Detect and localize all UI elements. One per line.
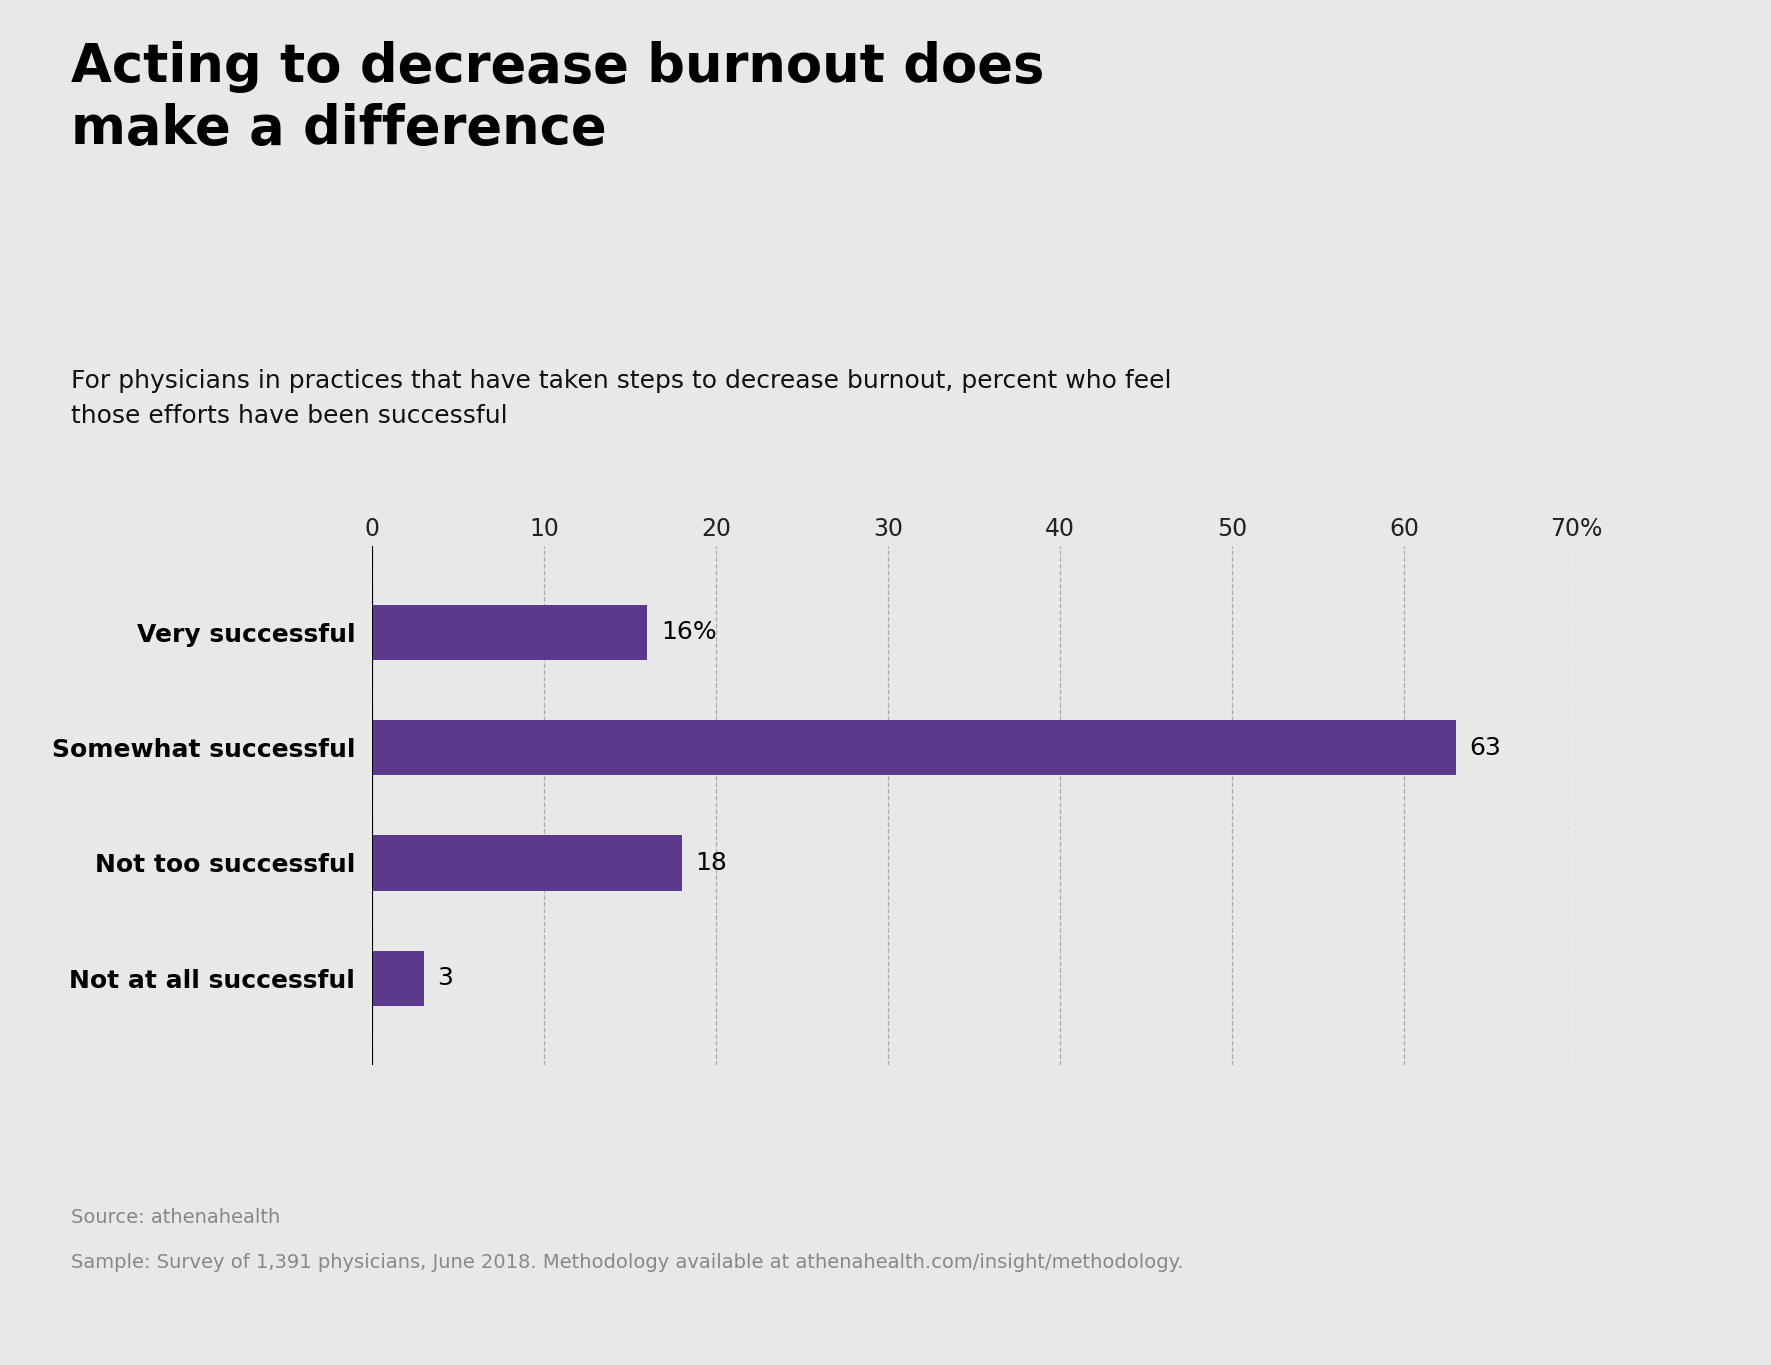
Text: Acting to decrease burnout does
make a difference: Acting to decrease burnout does make a d… — [71, 41, 1045, 156]
Bar — [372, 835, 682, 890]
Text: Source: athenahealth: Source: athenahealth — [71, 1208, 280, 1227]
Bar — [372, 721, 1456, 775]
Bar — [372, 605, 646, 661]
Text: 18: 18 — [696, 850, 728, 875]
Bar — [372, 950, 423, 1006]
Text: 63: 63 — [1470, 736, 1502, 760]
Text: For physicians in practices that have taken steps to decrease burnout, percent w: For physicians in practices that have ta… — [71, 369, 1171, 429]
Text: Sample: Survey of 1,391 physicians, June 2018. Methodology available at athenahe: Sample: Survey of 1,391 physicians, June… — [71, 1253, 1183, 1272]
Text: 3: 3 — [437, 966, 453, 990]
Text: 16%: 16% — [661, 621, 717, 644]
